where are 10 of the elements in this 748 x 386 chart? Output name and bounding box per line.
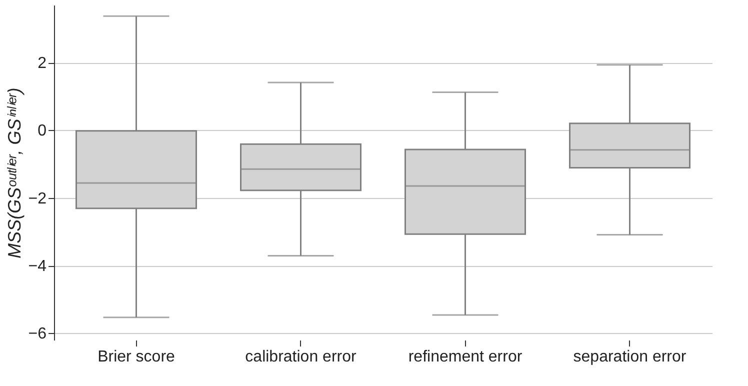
y-tick-label: 0: [38, 122, 47, 140]
x-tick-label: calibration error: [245, 348, 357, 366]
y-tick-label: −4: [28, 258, 47, 276]
x-tick-label: refinement error: [408, 348, 523, 366]
x-tick-label: Brier score: [98, 348, 176, 366]
y-tick-label: 2: [38, 55, 47, 72]
y-axis-title: MSS(GSᵒᵘᵗˡⁱᵉʳ, GSⁱⁿˡⁱᵉʳ): [4, 88, 24, 258]
y-tick-label: −6: [28, 326, 47, 343]
x-tick-label: separation error: [573, 348, 687, 366]
y-tick-label: −2: [28, 190, 47, 208]
